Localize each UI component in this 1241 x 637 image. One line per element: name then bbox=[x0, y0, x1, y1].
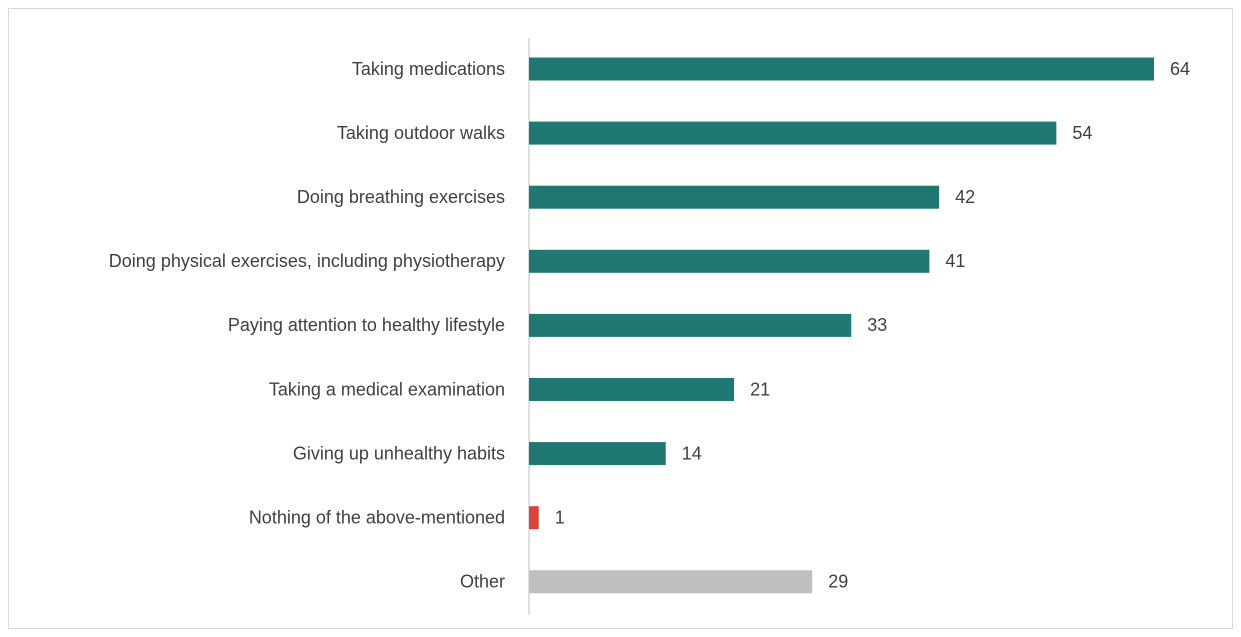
chart-border bbox=[8, 8, 1233, 629]
bar bbox=[529, 57, 1154, 81]
value-label: 1 bbox=[555, 507, 565, 527]
category-label: Other bbox=[460, 572, 505, 592]
value-label: 33 bbox=[867, 315, 887, 335]
bar bbox=[529, 249, 930, 273]
bar bbox=[529, 121, 1057, 145]
category-label: Taking a medical examination bbox=[269, 379, 505, 399]
category-label: Giving up unhealthy habits bbox=[293, 443, 505, 463]
category-label: Nothing of the above-mentioned bbox=[249, 507, 505, 527]
value-label: 42 bbox=[955, 187, 975, 207]
value-label: 14 bbox=[682, 443, 702, 463]
bar bbox=[529, 442, 666, 466]
category-label: Taking outdoor walks bbox=[337, 123, 505, 143]
category-label: Doing physical exercises, including phys… bbox=[109, 251, 505, 271]
category-label: Paying attention to healthy lifestyle bbox=[228, 315, 505, 335]
bar bbox=[529, 570, 813, 594]
value-label: 21 bbox=[750, 379, 770, 399]
value-label: 29 bbox=[828, 572, 848, 592]
value-label: 41 bbox=[945, 251, 965, 271]
category-label: Taking medications bbox=[352, 59, 505, 79]
category-label: Doing breathing exercises bbox=[297, 187, 505, 207]
value-label: 54 bbox=[1072, 123, 1092, 143]
bar bbox=[529, 313, 852, 337]
bar bbox=[529, 378, 735, 401]
bar bbox=[529, 506, 539, 530]
value-label: 64 bbox=[1170, 59, 1190, 79]
bar bbox=[529, 185, 940, 209]
